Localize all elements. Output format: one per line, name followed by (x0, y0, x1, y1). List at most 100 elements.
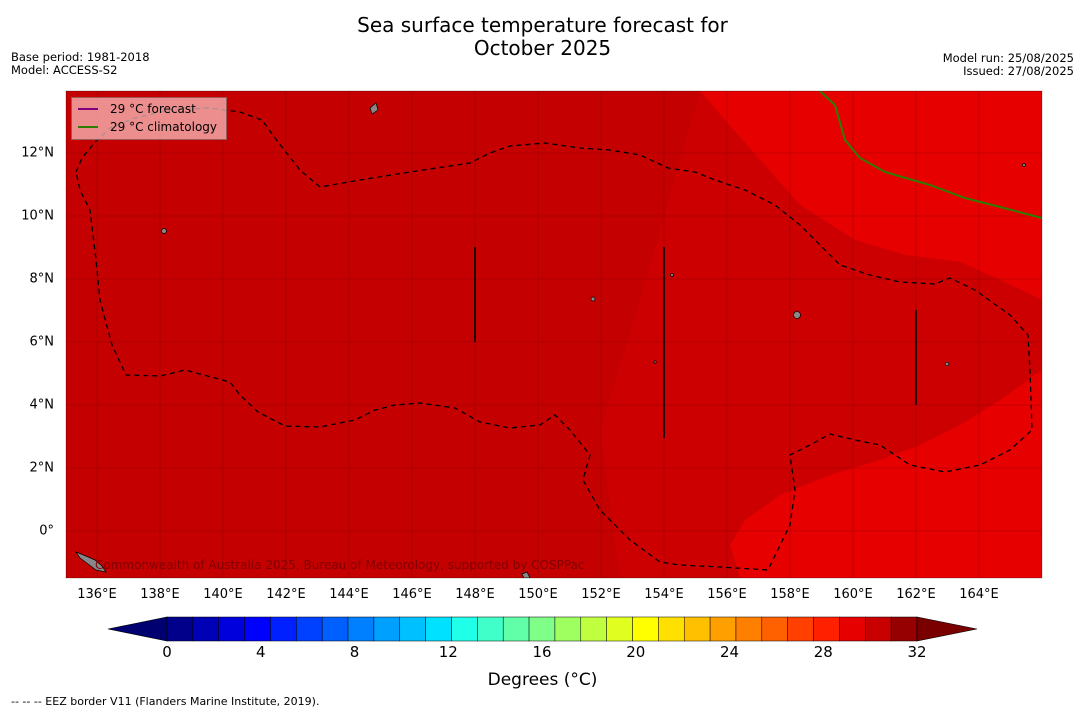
colorbar-segment (218, 616, 245, 642)
forecast-29c-contour (474, 247, 917, 438)
colorbar-segment (735, 616, 763, 642)
x-tick-label: 158°E (770, 587, 810, 602)
legend-item-forecast: 29 °C forecast (78, 101, 196, 117)
colorbar-segment (321, 616, 349, 642)
colorbar-tick-label: 8 (349, 643, 360, 661)
legend-climatology-label: 29 °C climatology (110, 120, 218, 134)
x-tick-label: 156°E (707, 587, 747, 602)
colorbar-segment (373, 616, 401, 642)
colorbar-segment (477, 616, 504, 642)
meta-left: Base period: 1981-2018 Model: ACCESS-S2 (11, 51, 150, 77)
colorbar-segment (296, 616, 323, 642)
colorbar-segment (502, 616, 530, 642)
climatology-line-swatch (78, 126, 98, 128)
colorbar-segment (632, 616, 659, 642)
issued-date: Issued: 27/08/2025 (963, 64, 1074, 78)
colorbar-tick-label: 12 (438, 643, 458, 661)
island (944, 361, 950, 367)
colorbar-segment (399, 616, 426, 642)
climatology-29c-contour (819, 91, 1042, 219)
x-tick-label: 160°E (833, 587, 873, 602)
colorbar-segment (658, 616, 685, 642)
x-tick-label: 148°E (455, 587, 495, 602)
colorbar-tick-label: 28 (813, 643, 833, 661)
chart-title: Sea surface temperature forecast for Oct… (0, 14, 1085, 60)
y-tick-label: 2°N (29, 460, 55, 476)
meta-right: Model run: 25/08/2025 Issued: 27/08/2025 (943, 52, 1074, 78)
colorbar-segment (580, 616, 607, 642)
colorbar-tick-label: 16 (532, 643, 552, 661)
legend-item-climatology: 29 °C climatology (78, 119, 217, 135)
x-tick-label: 162°E (896, 587, 936, 602)
forecast-line-swatch (78, 108, 98, 110)
sst-field-30-31 (600, 91, 1042, 578)
colorbar-segment (890, 616, 918, 642)
y-tick-label: 12°N (21, 145, 54, 161)
colorbar-segment (451, 616, 478, 642)
colorbar-segment (606, 616, 633, 642)
x-tick-label: 142°E (266, 587, 306, 602)
eez-footnote: -- -- -- EEZ border V11 (Flanders Marine… (11, 695, 320, 708)
island (670, 273, 674, 277)
eez-border-dashed (75, 107, 1033, 571)
colorbar-segment (761, 616, 788, 642)
colorbar-over-extension (916, 616, 978, 642)
island (369, 102, 379, 115)
y-tick-label: 8°N (29, 271, 55, 287)
map-frame (65, 90, 1043, 579)
x-tick-label: 164°E (959, 587, 999, 602)
colorbar-segment (865, 616, 892, 642)
island (590, 296, 596, 302)
island (75, 551, 107, 573)
sst-field-29-30-south (730, 370, 1042, 578)
base-period: Base period: 1981-2018 (11, 50, 150, 64)
colorbar-under-extension (107, 616, 168, 642)
island (521, 571, 531, 578)
x-tick-label: 150°E (518, 587, 558, 602)
x-tick-label: 152°E (581, 587, 621, 602)
colorbar (107, 616, 978, 642)
y-tick-label: 6°N (29, 334, 55, 350)
title-line-2: October 2025 (473, 36, 612, 60)
island (161, 228, 167, 234)
island (793, 311, 801, 319)
model-name: Model: ACCESS-S2 (11, 63, 118, 77)
colorbar-segment (813, 616, 840, 642)
model-run: Model run: 25/08/2025 (942, 51, 1074, 65)
colorbar-segment (554, 616, 582, 642)
y-tick-label: 4°N (29, 397, 55, 413)
y-tick-label: 0° (39, 523, 54, 539)
copyright-watermark: Commonwealth of Australia 2025, Bureau o… (95, 558, 585, 572)
x-tick-label: 144°E (329, 587, 369, 602)
sst-field-29-30 (700, 91, 1042, 300)
x-tick-label: 154°E (644, 587, 684, 602)
colorbar-segment (166, 616, 194, 642)
legend-forecast-label: 29 °C forecast (110, 102, 196, 116)
colorbar-segment (270, 616, 297, 642)
colorbar-segment (528, 616, 556, 642)
colorbar-segment (425, 616, 452, 642)
colorbar-segment (709, 616, 737, 642)
x-tick-label: 146°E (392, 587, 432, 602)
title-line-1: Sea surface temperature forecast for (357, 13, 728, 37)
colorbar-tick-label: 24 (719, 643, 740, 661)
colorbar-segment (347, 616, 375, 642)
colorbar-segment (683, 616, 711, 642)
islands (75, 102, 1026, 578)
map-legend: 29 °C forecast 29 °C climatology (71, 97, 227, 140)
y-tick-label: 10°N (21, 208, 54, 224)
x-tick-label: 136°E (77, 587, 117, 602)
island (653, 360, 657, 364)
island (1022, 163, 1026, 167)
colorbar-title: Degrees (°C) (487, 670, 598, 690)
colorbar-segment (839, 616, 866, 642)
colorbar-segment (192, 616, 219, 642)
colorbar-tick-label: 32 (907, 643, 927, 661)
colorbar-tick-label: 0 (162, 643, 172, 661)
x-tick-label: 140°E (203, 587, 243, 602)
colorbar-tick-label: 4 (255, 643, 266, 661)
x-tick-label: 138°E (140, 587, 180, 602)
colorbar-segment (244, 616, 271, 642)
colorbar-tick-label: 20 (626, 643, 646, 661)
